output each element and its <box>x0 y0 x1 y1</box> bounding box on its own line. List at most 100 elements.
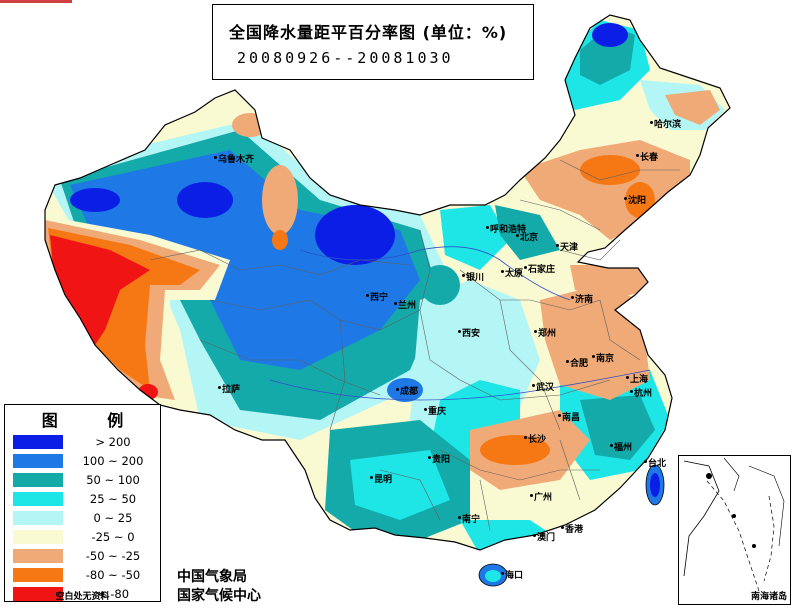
legend-row: > 200 <box>11 435 156 449</box>
city-marker <box>592 355 595 358</box>
legend-label: -50 ~ -25 <box>85 549 141 563</box>
legend-swatch <box>13 511 63 525</box>
city-marker <box>501 270 504 273</box>
legend-row: -80 ~ -50 <box>11 568 156 582</box>
city-marker <box>501 572 504 575</box>
legend-swatch <box>13 549 63 563</box>
legend-row: -50 ~ -25 <box>11 549 156 563</box>
legend-label: > 200 <box>95 435 131 449</box>
legend-label: < -80 <box>96 587 130 601</box>
city-label: 南宁 <box>462 515 481 525</box>
legend-label: 50 ~ 100 <box>86 473 140 487</box>
city-marker <box>636 154 639 157</box>
legend-swatch <box>13 530 63 544</box>
city-marker <box>218 386 221 389</box>
inset-label: 南海诸岛 <box>750 592 787 602</box>
south-china-sea-inset: 南海诸岛 <box>678 455 791 605</box>
city-marker <box>516 234 519 237</box>
legend-swatch <box>13 492 63 506</box>
agency-ncc: 国家气候中心 <box>177 588 261 604</box>
city-label: 天津 <box>560 243 579 253</box>
taiwan-core <box>650 473 660 497</box>
city-marker <box>626 376 629 379</box>
city-label: 昆明 <box>374 475 393 485</box>
legend-title: 图 例 <box>41 411 146 430</box>
legend-note: 空白处无资料 <box>55 592 110 602</box>
city-label: 哈尔滨 <box>654 120 682 130</box>
city-label: 西宁 <box>370 293 389 303</box>
city-marker <box>396 388 399 391</box>
city-label: 武汉 <box>536 383 555 393</box>
legend-swatch <box>13 587 63 601</box>
city-marker <box>561 526 564 529</box>
legend-swatch <box>13 568 63 582</box>
city-marker <box>428 456 431 459</box>
city-marker <box>524 436 527 439</box>
city-label: 北京 <box>520 233 539 243</box>
map-title-box: 全国降水量距平百分率图 (单位：%) 20080926--20081030 <box>212 4 534 80</box>
city-label: 香港 <box>565 525 584 535</box>
city-marker <box>394 302 397 305</box>
city-label: 广州 <box>534 493 553 503</box>
yangtze-river <box>269 369 651 401</box>
city-marker <box>630 390 633 393</box>
city-label: 成都 <box>400 387 419 397</box>
city-marker <box>366 294 369 297</box>
legend-row: 100 ~ 200 <box>11 454 156 468</box>
city-label: 长春 <box>640 153 659 163</box>
city-marker <box>534 330 537 333</box>
city-label: 兰州 <box>398 301 417 311</box>
city-marker <box>214 156 217 159</box>
legend-row: -25 ~ 0 <box>11 530 156 544</box>
national-border <box>44 14 731 551</box>
legend-swatch <box>13 454 63 468</box>
city-marker <box>650 121 653 124</box>
legend-row: 50 ~ 100 <box>11 473 156 487</box>
legend-label: 0 ~ 25 <box>93 511 133 525</box>
city-marker <box>458 516 461 519</box>
city-label: 南京 <box>596 354 615 364</box>
legend-label: -25 ~ 0 <box>91 530 135 544</box>
city-label: 沈阳 <box>628 196 647 206</box>
agency-cma: 中国气象局 <box>177 569 247 585</box>
city-marker <box>556 244 559 247</box>
city-label: 杭州 <box>634 389 653 399</box>
city-label: 福州 <box>614 443 633 453</box>
legend-swatch <box>13 435 63 449</box>
city-marker <box>530 494 533 497</box>
province-borders <box>149 159 680 531</box>
city-label: 贵阳 <box>432 455 451 465</box>
city-marker <box>644 460 647 463</box>
city-marker <box>624 197 627 200</box>
city-marker <box>424 408 427 411</box>
city-marker <box>532 384 535 387</box>
city-marker <box>458 330 461 333</box>
inset-map <box>683 457 785 592</box>
city-label: 长沙 <box>528 435 547 445</box>
map-title: 全国降水量距平百分率图 (单位：%) <box>229 23 508 42</box>
city-label: 太原 <box>505 269 524 279</box>
city-marker <box>462 274 465 277</box>
legend-label: -80 ~ -50 <box>85 568 141 582</box>
legend-label: 25 ~ 50 <box>89 492 137 506</box>
city-label: 台北 <box>648 459 667 469</box>
city-marker <box>524 266 527 269</box>
city-label: 郑州 <box>538 329 557 339</box>
city-marker <box>486 226 489 229</box>
legend-row: 0 ~ 25 <box>11 511 156 525</box>
city-label: 呼和浩特 <box>490 225 527 235</box>
city-marker <box>571 296 574 299</box>
city-label: 重庆 <box>428 407 447 417</box>
legend-label: 100 ~ 200 <box>82 454 144 468</box>
city-label: 上海 <box>630 375 649 385</box>
city-marker <box>370 476 373 479</box>
city-label: 济南 <box>575 295 594 305</box>
city-label: 拉萨 <box>222 385 241 395</box>
hainan-core <box>485 570 501 582</box>
city-label: 南昌 <box>562 413 581 423</box>
yellow-river <box>299 246 571 301</box>
city-label: 西安 <box>462 329 481 339</box>
city-label: 海口 <box>505 571 524 581</box>
legend: 图 例 > 200 100 ~ 200 50 ~ 100 25 ~ 50 0 ~ 25 -… <box>4 404 161 602</box>
city-label: 合肥 <box>570 359 589 369</box>
